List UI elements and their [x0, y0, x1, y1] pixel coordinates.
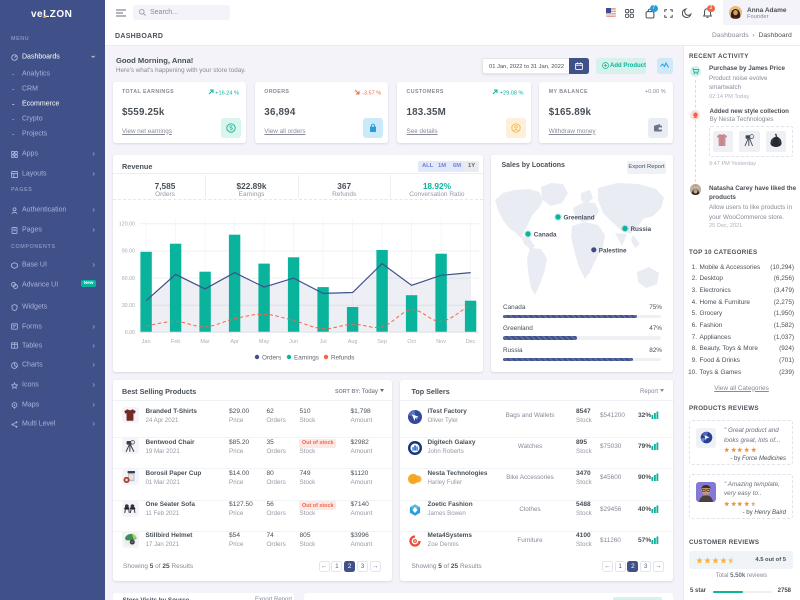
svg-text:Greenland: Greenland: [564, 215, 595, 222]
svg-text:Canada: Canada: [534, 232, 557, 239]
svg-text:$: $: [229, 125, 233, 132]
svg-text:Palestine: Palestine: [599, 247, 627, 254]
svg-text:Russia: Russia: [631, 226, 652, 233]
